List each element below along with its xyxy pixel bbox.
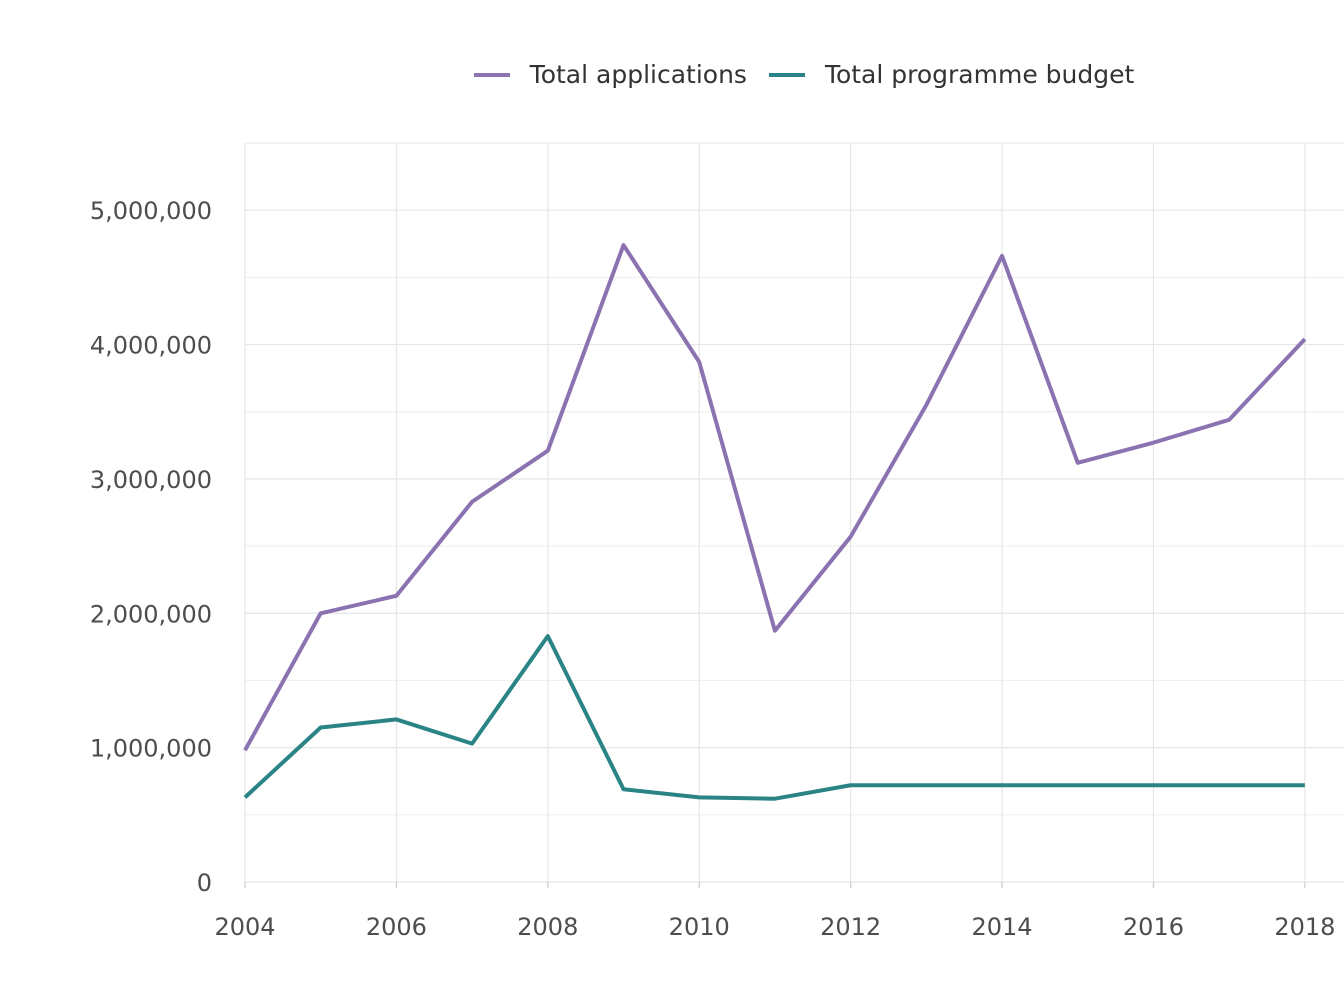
x-tick-label: 2006 bbox=[366, 913, 427, 941]
y-tick-label: 1,000,000 bbox=[90, 735, 212, 763]
x-tick-label: 2008 bbox=[517, 913, 578, 941]
y-tick-label: 3,000,000 bbox=[90, 466, 212, 494]
x-tick-label: 2018 bbox=[1274, 913, 1335, 941]
legend-item-budget: Total programme budget bbox=[768, 60, 1135, 89]
legend-label-budget: Total programme budget bbox=[824, 60, 1135, 89]
y-tick-label: 2,000,000 bbox=[90, 600, 212, 628]
series-line-applications bbox=[243, 243, 1307, 752]
legend-item-applications: Total applications bbox=[473, 60, 747, 89]
legend-swatch-budget bbox=[768, 72, 805, 77]
x-tick-label: 2004 bbox=[214, 913, 275, 941]
series-line-budget bbox=[243, 634, 1305, 801]
grid bbox=[244, 142, 1344, 883]
legend-swatch-applications bbox=[473, 72, 510, 77]
y-tick-label: 4,000,000 bbox=[90, 332, 212, 360]
x-tick-label: 2016 bbox=[1123, 913, 1184, 941]
x-tick-label: 2014 bbox=[972, 913, 1033, 941]
y-tick-label: 5,000,000 bbox=[90, 197, 212, 225]
legend: Total applications Total programme budge… bbox=[0, 60, 1344, 89]
y-tick-label: 0 bbox=[197, 869, 212, 897]
axes: 0 1,000,000 2,000,000 3,000,000 4,000,000 5,0… bbox=[90, 197, 1336, 941]
x-tick-label: 2012 bbox=[820, 913, 881, 941]
x-tick-label: 2010 bbox=[669, 913, 730, 941]
legend-label-applications: Total applications bbox=[529, 60, 747, 89]
series-lines bbox=[243, 243, 1307, 801]
